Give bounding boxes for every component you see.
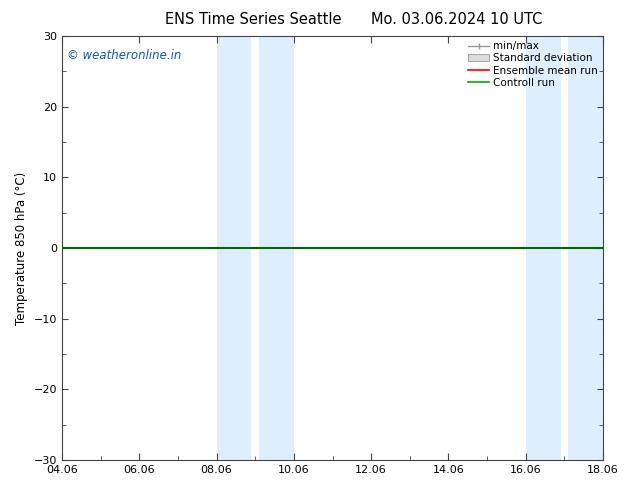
Text: ENS Time Series Seattle: ENS Time Series Seattle (165, 12, 342, 27)
Bar (259, 36, 294, 460)
Bar (526, 36, 560, 460)
Legend: min/max, Standard deviation, Ensemble mean run, Controll run: min/max, Standard deviation, Ensemble me… (465, 38, 601, 91)
Bar (217, 36, 251, 460)
Y-axis label: Temperature 850 hPa (°C): Temperature 850 hPa (°C) (15, 172, 28, 325)
Text: © weatheronline.in: © weatheronline.in (67, 49, 182, 62)
Bar (568, 36, 603, 460)
Text: Mo. 03.06.2024 10 UTC: Mo. 03.06.2024 10 UTC (371, 12, 542, 27)
